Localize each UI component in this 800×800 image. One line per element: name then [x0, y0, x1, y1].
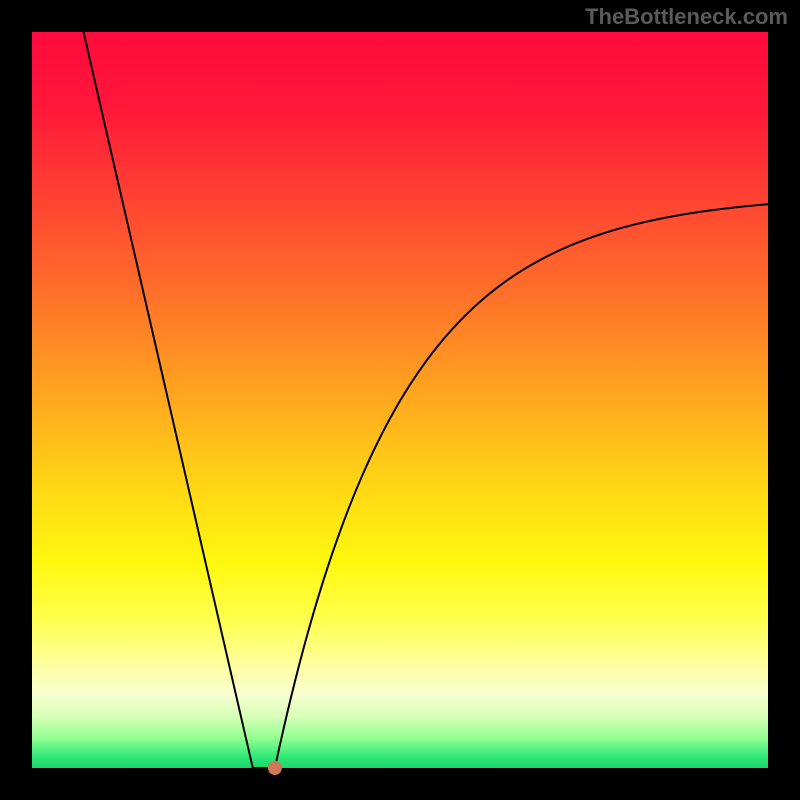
plot-container: [0, 0, 800, 800]
bottleneck-chart: [0, 0, 800, 800]
watermark-text: TheBottleneck.com: [585, 4, 788, 30]
watermark-label: TheBottleneck.com: [585, 4, 788, 29]
optimal-point-marker: [268, 761, 282, 775]
